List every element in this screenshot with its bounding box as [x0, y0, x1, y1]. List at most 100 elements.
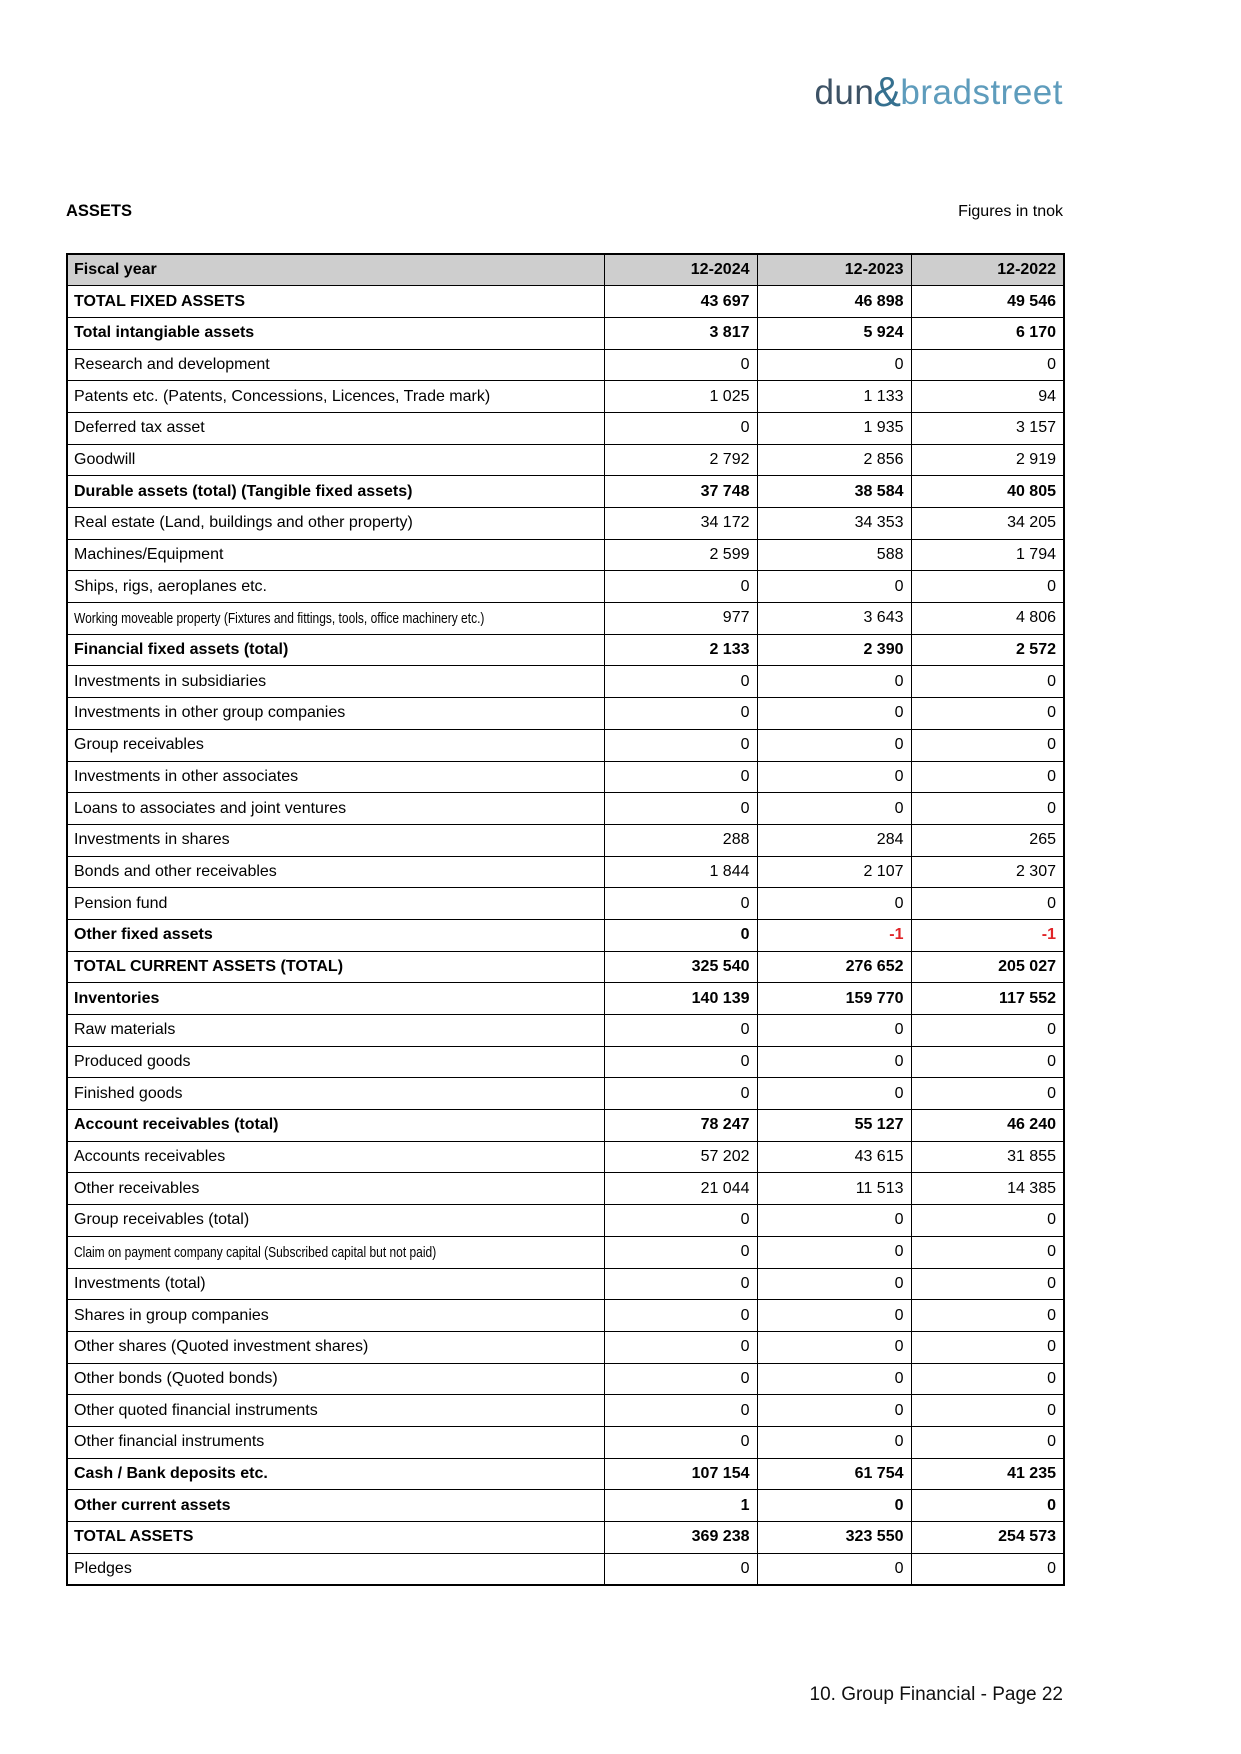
row-value: 0 — [910, 792, 1065, 825]
row-value: 0 — [756, 1077, 912, 1111]
row-value: 11 513 — [756, 1172, 912, 1206]
row-label: Investments (total) — [66, 1267, 605, 1301]
row-value: 21 044 — [603, 1172, 758, 1206]
row-value: 0 — [756, 792, 912, 825]
table-row: Produced goods 0 0 0 — [66, 1045, 1065, 1079]
row-value: 0 — [756, 1014, 912, 1047]
row-value: 0 — [603, 348, 758, 382]
table-row: TOTAL CURRENT ASSETS (TOTAL) 325 540 276 6… — [66, 950, 1065, 984]
table-row: Ships, rigs, aeroplanes etc. 0 0 0 — [66, 570, 1065, 604]
row-value: 2 307 — [910, 855, 1065, 889]
table-row: Deferred tax asset 0 1 935 3 157 — [66, 411, 1065, 445]
row-label: Financial fixed assets (total) — [66, 633, 605, 667]
row-value: 0 — [756, 1204, 912, 1237]
row-value: 0 — [756, 1362, 912, 1396]
row-value: 0 — [756, 1394, 912, 1427]
row-label: Investments in other associates — [66, 760, 605, 794]
row-value: 57 202 — [603, 1140, 758, 1174]
row-label: Ships, rigs, aeroplanes etc. — [66, 570, 605, 604]
row-value: 0 — [910, 1267, 1065, 1301]
row-label: Real estate (Land, buildings and other p… — [66, 507, 605, 540]
table-row: TOTAL ASSETS 369 238 323 550 254 573 — [66, 1521, 1065, 1554]
row-value: 0 — [603, 1204, 758, 1237]
row-label: Other quoted financial instruments — [66, 1394, 605, 1427]
row-label: Produced goods — [66, 1045, 605, 1079]
row-value: 0 — [910, 1489, 1065, 1522]
row-value: 55 127 — [756, 1109, 912, 1142]
row-value: 0 — [603, 665, 758, 699]
table-row: Financial fixed assets (total) 2 133 2 390… — [66, 633, 1065, 667]
row-value: 0 — [603, 918, 758, 952]
page-footer: 10. Group Financial - Page 22 — [809, 1684, 1064, 1705]
row-value: 78 247 — [603, 1109, 758, 1142]
row-value: 0 — [603, 1362, 758, 1396]
row-value: 276 652 — [756, 950, 912, 984]
row-value: 0 — [910, 1552, 1065, 1586]
table-row: Investments (total) 0 0 0 — [66, 1267, 1065, 1301]
dun-bradstreet-logo: dun&bradstreet — [814, 66, 1063, 116]
table-row: Inventories 140 139 159 770 117 552 — [66, 982, 1065, 1015]
row-value: 0 — [756, 1425, 912, 1459]
row-value: 0 — [756, 665, 912, 699]
row-label: Total intangiable assets — [66, 316, 605, 350]
row-label: Group receivables (total) — [66, 1204, 605, 1237]
row-value: 43 697 — [603, 285, 758, 318]
row-value: 0 — [910, 1330, 1065, 1364]
row-label: Account receivables (total) — [66, 1109, 605, 1142]
row-value: 94 — [910, 380, 1065, 413]
table-row: Durable assets (total) (Tangible fixed a… — [66, 475, 1065, 508]
row-value: 3 643 — [756, 602, 912, 635]
table-row: Investments in other group companies 0 0 0 — [66, 697, 1065, 730]
row-value: 0 — [603, 570, 758, 604]
row-value: 0 — [910, 1204, 1065, 1237]
row-value: 2 572 — [910, 633, 1065, 667]
row-label: Other financial instruments — [66, 1425, 605, 1459]
row-value: 37 748 — [603, 475, 758, 508]
row-value: 1 133 — [756, 380, 912, 413]
row-label: Finished goods — [66, 1077, 605, 1111]
row-label: Investments in subsidiaries — [66, 665, 605, 699]
table-row: TOTAL FIXED ASSETS 43 697 46 898 49 546 — [66, 285, 1065, 318]
row-label: Machines/Equipment — [66, 538, 605, 572]
logo-ampersand-icon: & — [873, 69, 902, 115]
column-header-12-2024: 12-2024 — [603, 253, 758, 287]
row-value: 0 — [756, 348, 912, 382]
row-value: 0 — [910, 760, 1065, 794]
row-label: Accounts receivables — [66, 1140, 605, 1174]
row-value: 31 855 — [910, 1140, 1065, 1174]
table-row: Other financial instruments 0 0 0 — [66, 1425, 1065, 1459]
row-value: 0 — [603, 1014, 758, 1047]
row-value: 0 — [910, 1235, 1065, 1269]
table-row: Other bonds (Quoted bonds) 0 0 0 — [66, 1362, 1065, 1396]
row-value: -1 — [910, 918, 1065, 952]
row-value: 1 935 — [756, 411, 912, 445]
table-row: Machines/Equipment 2 599 588 1 794 — [66, 538, 1065, 572]
row-label: Research and development — [66, 348, 605, 382]
row-value: 0 — [756, 1235, 912, 1269]
row-value: 2 919 — [910, 443, 1065, 477]
table-row: Raw materials 0 0 0 — [66, 1014, 1065, 1047]
row-label: TOTAL ASSETS — [66, 1521, 605, 1554]
row-value: 5 924 — [756, 316, 912, 350]
row-value: 0 — [603, 1235, 758, 1269]
row-value: 159 770 — [756, 982, 912, 1015]
table-row: Bonds and other receivables 1 844 2 107 2 3… — [66, 855, 1065, 889]
table-row: Investments in shares 288 284 265 — [66, 823, 1065, 857]
row-value: 0 — [603, 1045, 758, 1079]
row-value: 0 — [603, 411, 758, 445]
row-value: 0 — [603, 1330, 758, 1364]
table-row: Pledges 0 0 0 — [66, 1552, 1065, 1586]
row-label: Goodwill — [66, 443, 605, 477]
row-value: 2 390 — [756, 633, 912, 667]
row-value: 0 — [603, 1267, 758, 1301]
row-value: 0 — [603, 1299, 758, 1332]
row-value: 0 — [756, 1045, 912, 1079]
row-label: Durable assets (total) (Tangible fixed a… — [66, 475, 605, 508]
row-label: Other current assets — [66, 1489, 605, 1522]
row-value: 3 157 — [910, 411, 1065, 445]
row-value: 2 107 — [756, 855, 912, 889]
row-value: 323 550 — [756, 1521, 912, 1554]
row-value: 140 139 — [603, 982, 758, 1015]
row-value: 2 792 — [603, 443, 758, 477]
